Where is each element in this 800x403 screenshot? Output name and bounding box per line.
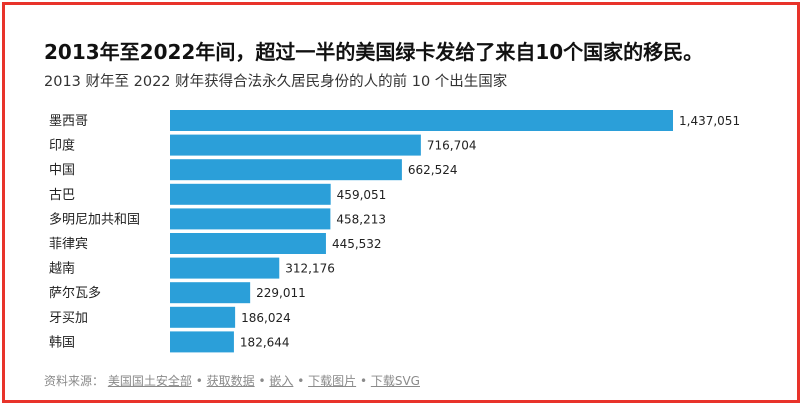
value-label: 1,437,051 xyxy=(679,114,740,128)
bar[interactable] xyxy=(170,110,673,131)
value-label: 182,644 xyxy=(240,335,290,349)
category-label: 墨西哥 xyxy=(49,114,88,129)
download-image-link[interactable]: 下载图片 xyxy=(308,374,357,388)
chart-title: 2013年至2022年间，超过一半的美国绿卡发给了来自10个国家的移民。 xyxy=(44,40,704,64)
source-link[interactable]: 美国国土安全部 xyxy=(107,374,192,388)
embed-link[interactable]: 嵌入 xyxy=(269,374,294,388)
footer-separator: • xyxy=(297,374,305,388)
value-label: 662,524 xyxy=(408,163,458,177)
value-label: 716,704 xyxy=(427,139,477,153)
bar[interactable] xyxy=(170,282,251,304)
chart-subtitle: 2013 财年至 2022 财年获得合法永久居民身份的人的前 10 个出生国家 xyxy=(44,74,508,90)
bar[interactable] xyxy=(170,208,331,230)
category-label: 萨尔瓦多 xyxy=(49,285,101,301)
footer-separator: • xyxy=(195,374,203,388)
category-label: 多明尼加共和国 xyxy=(49,211,140,227)
bar[interactable] xyxy=(170,183,331,205)
value-label: 229,011 xyxy=(256,286,306,300)
download-svg-link[interactable]: 下载SVG xyxy=(370,374,420,388)
category-label: 韩国 xyxy=(49,335,75,350)
bar[interactable] xyxy=(170,134,421,156)
category-label: 中国 xyxy=(49,163,75,178)
value-label: 459,051 xyxy=(337,188,387,202)
value-label: 186,024 xyxy=(241,311,291,325)
category-label: 印度 xyxy=(49,138,75,154)
category-label: 越南 xyxy=(49,261,75,277)
chart-footer: 资料来源： 美国国土安全部 • 获取数据 • 嵌入 • 下载图片 • 下载SVG xyxy=(44,372,420,389)
bar[interactable] xyxy=(170,159,402,181)
footer-separator: • xyxy=(258,374,266,388)
value-label: 445,532 xyxy=(332,237,382,251)
bar[interactable] xyxy=(170,233,326,254)
get-data-link[interactable]: 获取数据 xyxy=(206,374,255,388)
category-label: 牙买加 xyxy=(49,311,88,326)
category-label: 古巴 xyxy=(49,188,75,203)
bar[interactable] xyxy=(170,306,236,328)
source-prefix: 资料来源： xyxy=(44,374,105,388)
category-label: 菲律宾 xyxy=(49,236,88,252)
bar[interactable] xyxy=(170,257,280,279)
value-label: 458,213 xyxy=(336,212,386,226)
footer-separator: • xyxy=(359,374,368,388)
bar[interactable] xyxy=(170,331,234,353)
value-label: 312,176 xyxy=(285,262,335,276)
